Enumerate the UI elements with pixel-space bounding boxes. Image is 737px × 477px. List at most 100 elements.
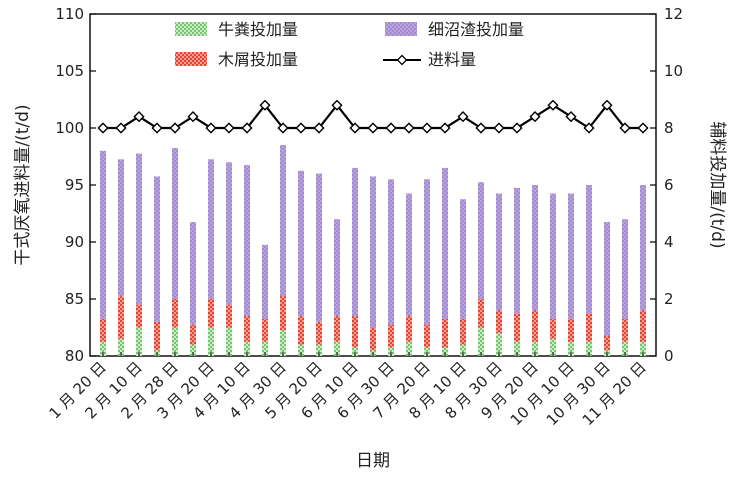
bar-sawdust [478,299,484,328]
bar-fine-digestate [280,145,286,297]
bar-sawdust [280,296,286,331]
bar-fine-digestate [568,193,574,319]
bar-cow-manure [478,327,484,356]
feed-point [97,122,109,134]
bar-sawdust [442,318,448,348]
feed-point [277,122,289,134]
left-tick-label: 85 [65,290,84,308]
bar-sawdust [514,313,520,342]
legend-marker-feed [396,54,408,66]
right-tick-label: 2 [664,290,674,308]
right-tick-label: 0 [664,347,674,365]
bar-sawdust [388,324,394,348]
bar-sawdust [532,310,538,342]
left-tick-label: 110 [55,5,84,23]
bar-sawdust [352,316,358,348]
feed-point [385,122,397,134]
right-tick-label: 4 [664,233,674,251]
bar-fine-digestate [244,165,250,317]
bar-cow-manure [244,341,250,356]
bar-fine-digestate [154,176,160,322]
bar-cow-manure [334,341,340,356]
bar-fine-digestate [406,193,412,317]
bar-fine-digestate [172,147,178,299]
legend-swatch-fine-digestate [385,22,417,36]
bar-cow-manure [460,344,466,356]
bar-fine-digestate [262,244,268,319]
bar-cow-manure [586,341,592,356]
bar-fine-digestate [298,170,304,317]
x-axis-title: 日期 [356,451,390,471]
bar-sawdust [208,299,214,328]
legend-label-feed: 进料量 [428,50,476,69]
bar-fine-digestate [640,185,646,311]
feed-point [619,122,631,134]
bar-fine-digestate [442,167,448,319]
bar-sawdust [262,318,268,342]
feed-point [205,122,217,134]
bar-sawdust [244,316,250,342]
bar-sawdust [154,321,160,351]
left-tick-label: 90 [65,233,84,251]
bar-cow-manure [532,341,538,356]
feed-point [169,122,181,134]
bar-cow-manure [100,341,106,356]
left-tick-label: 100 [55,119,84,137]
feed-point [511,122,523,134]
bar-fine-digestate [334,219,340,317]
x-axis: 1 月 20 日2 月 10 日2 月 28 日3 月 20 日4 月 10 日… [46,352,650,429]
bar-fine-digestate [208,159,214,299]
bar-sawdust [190,324,196,345]
feed-point [223,122,235,134]
bar-cow-manure [352,347,358,356]
right-axis-title: 辅料投加量/(t/d) [707,121,727,248]
bar-sawdust [226,304,232,328]
left-axis-title: 干式厌氧进料量/(t/d) [13,104,33,265]
bar-cow-manure [640,341,646,356]
bar-sawdust [604,336,610,351]
bar-sawdust [316,321,322,345]
bar-sawdust [334,316,340,342]
bar-fine-digestate [550,193,556,319]
feed-point [547,99,559,111]
bar-cow-manure [118,338,124,356]
left-tick-label: 95 [65,176,84,194]
bar-cow-manure [406,341,412,356]
bar-sawdust [640,310,646,342]
bar-sawdust [568,318,574,342]
feed-point [403,122,415,134]
right-tick-label: 6 [664,176,674,194]
bar-cow-manure [190,344,196,356]
legend-swatch-sawdust [175,52,207,66]
bar-fine-digestate [622,219,628,319]
bar-cow-manure [622,341,628,356]
line-layer [97,99,649,134]
bar-fine-digestate [424,179,430,325]
bar-cow-manure [550,338,556,356]
bar-cow-manure [442,347,448,356]
bar-fine-digestate [478,182,484,299]
bar-cow-manure [424,347,430,356]
right-tick-label: 10 [664,62,683,80]
feed-point [583,122,595,134]
feed-point [313,122,325,134]
feed-point [601,99,613,111]
bar-fine-digestate [388,179,394,325]
feed-point [493,122,505,134]
feed-point [151,122,163,134]
feed-point [529,111,541,123]
bar-cow-manure [172,327,178,356]
bar-cow-manure [298,344,304,356]
bar-sawdust [622,318,628,342]
bar-fine-digestate [352,167,358,317]
bar-fine-digestate [316,173,322,322]
bar-cow-manure [568,341,574,356]
bar-fine-digestate [460,199,466,319]
feed-point [115,122,127,134]
bar-cow-manure [226,327,232,356]
bar-fine-digestate [118,159,124,297]
bar-fine-digestate [514,187,520,314]
bar-fine-digestate [190,222,196,325]
feed-point [475,122,487,134]
left-axis: 80 85 90 95 100 105 110 [55,5,96,365]
